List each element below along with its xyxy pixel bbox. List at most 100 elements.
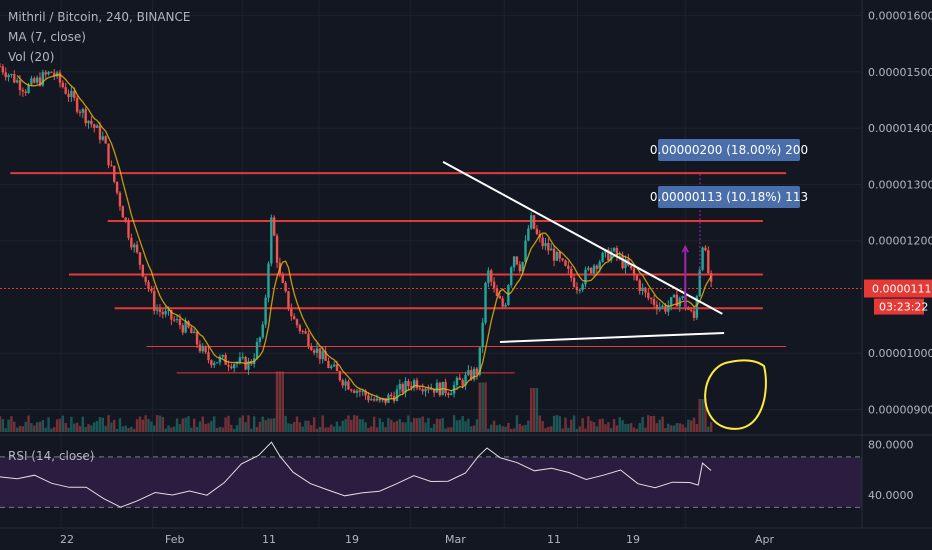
- candle-body: [78, 111, 82, 113]
- volume-bar: [21, 426, 25, 432]
- volume-bar: [347, 415, 350, 432]
- candle-body: [687, 307, 690, 310]
- volume-bar: [127, 428, 130, 432]
- candle-body: [110, 165, 113, 167]
- volume-bar: [532, 388, 536, 432]
- candle-body: [124, 217, 127, 221]
- volume-bar: [669, 425, 673, 432]
- candle-body: [107, 143, 110, 166]
- volume-bar: [607, 422, 610, 432]
- horizontal-levels[interactable]: [0, 172, 862, 374]
- candle-body: [272, 217, 276, 236]
- volume-bar: [338, 426, 342, 432]
- volume-bar: [15, 427, 19, 432]
- volume-bar: [550, 426, 553, 432]
- volume-bar: [101, 417, 105, 432]
- volume-bar: [284, 415, 287, 432]
- volume-bar: [649, 415, 653, 432]
- volume-bar: [275, 371, 279, 432]
- volume-bar: [164, 428, 167, 432]
- candle-body: [121, 206, 125, 218]
- volume-bar: [490, 424, 493, 432]
- volume-bar: [418, 417, 422, 432]
- price-tick-label: 0.00001600: [868, 10, 932, 23]
- volume-bar: [561, 428, 564, 432]
- volume-bar: [587, 416, 590, 432]
- candle-body: [444, 381, 447, 394]
- measure-label-box: [658, 186, 800, 208]
- volume-bar: [267, 418, 270, 432]
- candle-body: [410, 386, 413, 388]
- candle-body: [115, 181, 119, 193]
- volume-bar: [307, 420, 310, 432]
- volume-bar: [193, 418, 196, 432]
- volume-bar: [301, 426, 304, 432]
- volume-bar: [661, 416, 664, 432]
- candle-body: [641, 287, 644, 292]
- candle-body: [261, 324, 264, 338]
- candle-body: [144, 276, 147, 283]
- volume-bar: [495, 425, 499, 432]
- volume-bar: [701, 399, 704, 432]
- candle-body: [427, 388, 430, 390]
- ma-legend[interactable]: MA (7, close): [8, 30, 86, 44]
- volume-bar: [318, 426, 322, 432]
- candle-body: [224, 354, 227, 365]
- candle-body: [53, 72, 56, 77]
- candle-body: [75, 97, 79, 112]
- candle-body: [424, 388, 427, 392]
- volume-bar: [530, 388, 533, 432]
- candle-body: [58, 72, 62, 83]
- candle-body: [447, 393, 450, 396]
- volume-bar: [441, 417, 444, 432]
- volume-bar: [390, 419, 393, 432]
- volume-bar: [190, 427, 193, 432]
- candle-body: [204, 346, 207, 353]
- volume-bar: [398, 419, 402, 432]
- volume-bar: [41, 419, 45, 432]
- volume-bar: [615, 425, 619, 432]
- candle-body: [412, 380, 416, 388]
- annotations[interactable]: 0.00000200 (18.00%) 200 0.00000113 (10.18…: [650, 139, 808, 430]
- volume-bar: [210, 420, 213, 432]
- candle-body: [218, 356, 222, 363]
- vol-legend[interactable]: Vol (20): [8, 50, 55, 64]
- volume-bar: [524, 424, 527, 432]
- volume-bar: [155, 415, 159, 432]
- volume-bar: [84, 427, 87, 432]
- candle-body: [330, 366, 333, 369]
- volume-bar: [64, 422, 67, 432]
- chart-title[interactable]: Mithril / Bitcoin, 240, BINANCE: [8, 10, 191, 24]
- candle-body: [621, 255, 624, 268]
- candle-body: [370, 399, 373, 401]
- volume-bar: [250, 428, 253, 432]
- candle-body: [570, 268, 573, 278]
- volume-bar: [350, 419, 353, 432]
- volume-bar: [184, 417, 187, 432]
- triangle-trendlines[interactable]: [442, 161, 725, 343]
- candle-body: [367, 395, 370, 401]
- volume-bar: [692, 417, 696, 432]
- candle-body: [689, 309, 693, 311]
- volume-bar: [629, 423, 633, 432]
- volume-bar: [0, 416, 2, 432]
- candle-body: [390, 394, 393, 397]
- candle-body: [629, 265, 633, 269]
- volume-bar: [415, 418, 419, 432]
- candle-body: [178, 318, 182, 326]
- volume-bar: [387, 417, 390, 432]
- rsi-legend[interactable]: RSI (14, close): [8, 449, 95, 463]
- volume-bar: [312, 417, 316, 432]
- volume-bar: [709, 422, 713, 432]
- candle-body: [64, 87, 67, 94]
- volume-bar: [133, 428, 136, 432]
- candle-body: [524, 240, 527, 262]
- candle-body: [450, 393, 453, 396]
- volume-bar: [464, 421, 467, 432]
- volume-bar: [295, 416, 299, 432]
- candle-body: [67, 93, 70, 98]
- grid: [0, 0, 932, 528]
- candle-body: [364, 390, 367, 396]
